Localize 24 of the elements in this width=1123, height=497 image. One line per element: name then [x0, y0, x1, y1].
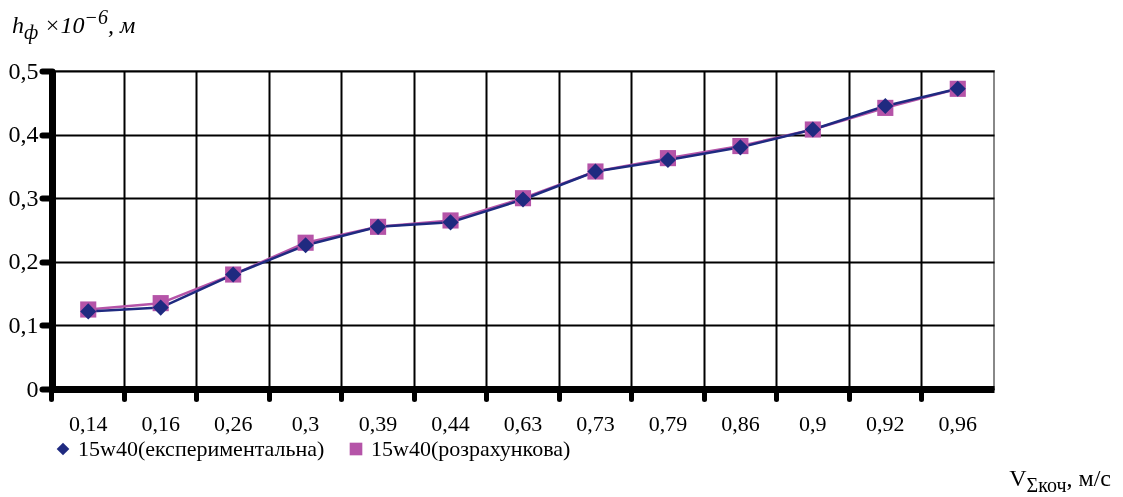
y-tick-label: 0,3: [8, 184, 39, 211]
x-tick-label: 0,39: [358, 410, 398, 436]
x-tick-label: 0,86: [721, 410, 760, 436]
y-tick-label: 0,4: [8, 121, 39, 148]
x-axis-title: V$_{Σкоч}$, м/с: [1009, 465, 1111, 497]
x-tick-label: 0,63: [503, 410, 543, 436]
x-tick-label: 0,16: [141, 410, 180, 436]
y-tick-label: 0: [26, 375, 39, 402]
x-tick-label: 0,44: [431, 410, 470, 436]
point: [152, 299, 169, 316]
x-tick-label: 0,73: [576, 410, 615, 436]
x-tick-label: 0,3: [291, 410, 320, 436]
y-tick-label: 0,5: [8, 57, 39, 84]
legend-label: 15w40(розрахункова): [371, 436, 571, 461]
x-tick-label: 0,92: [866, 410, 905, 436]
y-tick-label: 0,1: [8, 311, 39, 338]
x-tick-label: 0,9: [799, 410, 827, 436]
x-tick-label: 0,14: [68, 410, 108, 436]
y-tick-label: 0,2: [8, 248, 39, 275]
x-tick-label: 0,79: [648, 410, 688, 436]
legend-label: 15w40(експериментальна): [78, 436, 325, 461]
x-tick-label: 0,96: [938, 410, 978, 436]
y-axis-title: h$_{ф}$ ×10$^{−6}$, м: [12, 6, 136, 44]
x-tick-label: 0,26: [213, 410, 253, 436]
